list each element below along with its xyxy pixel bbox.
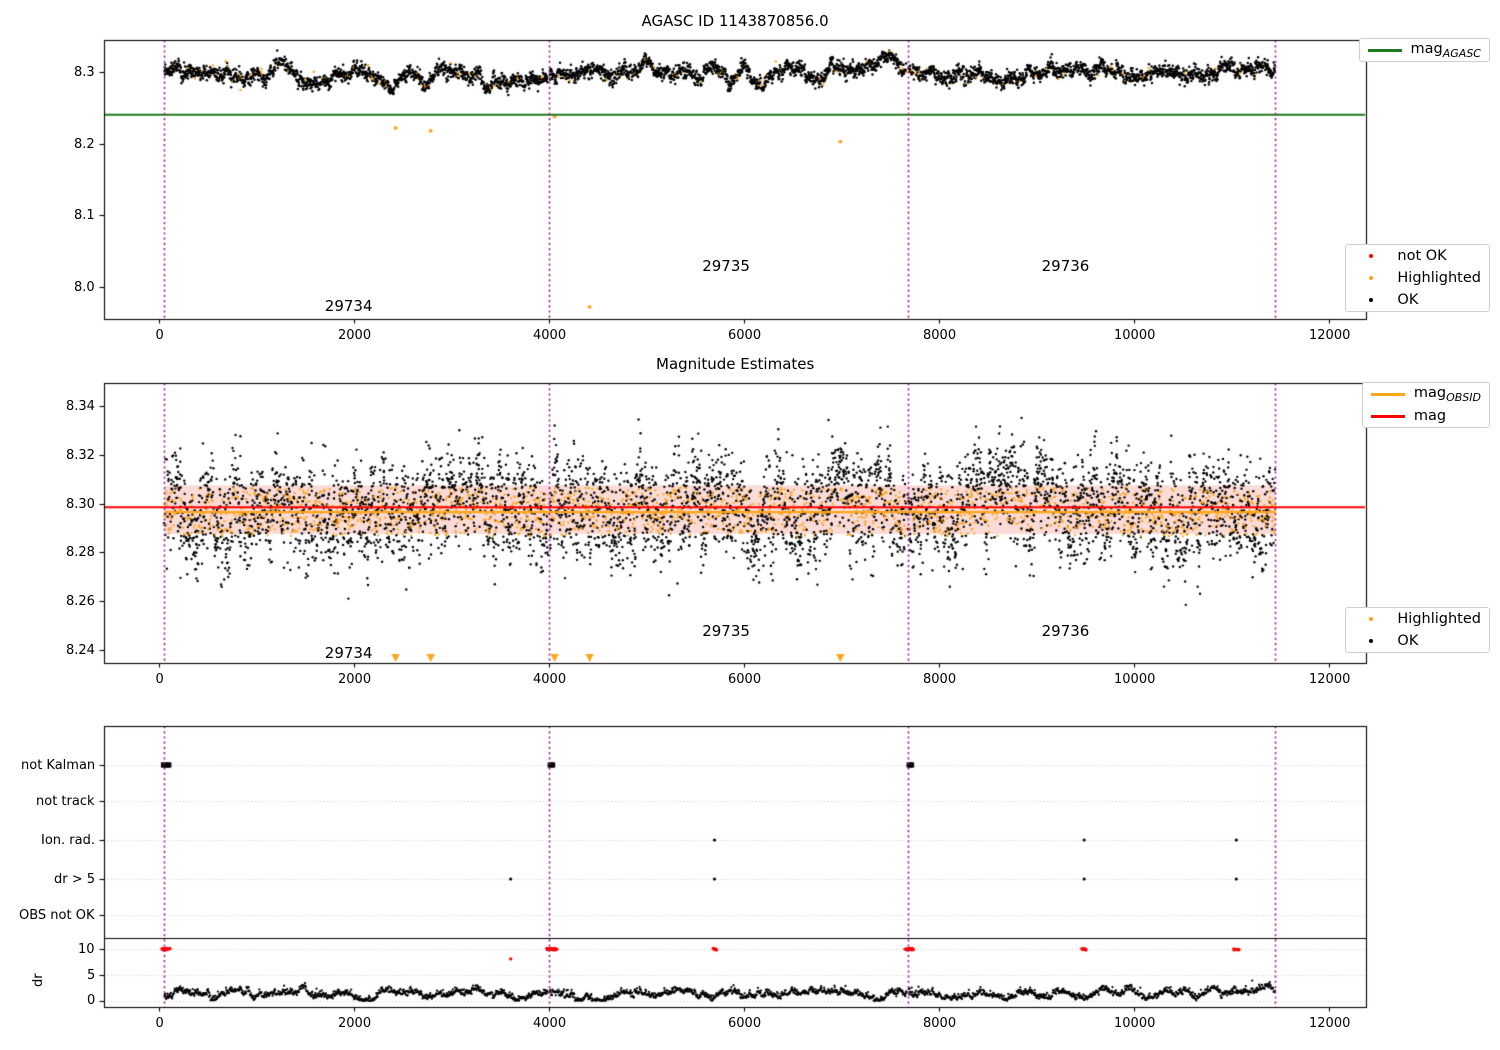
legend-label: Highlighted bbox=[1397, 270, 1481, 286]
legend-point-status-panel1[interactable]: not OK Highlighted OK bbox=[1345, 244, 1490, 312]
legend-line-icon bbox=[1370, 392, 1405, 396]
legend-dot-icon bbox=[1354, 298, 1388, 302]
legend-entry-mag-agasc: magAGASC bbox=[1360, 39, 1489, 61]
legend-label: magOBSID bbox=[1413, 384, 1481, 404]
legend-entry-highlighted: Highlighted bbox=[1346, 608, 1489, 630]
legend-entry-ok: OK bbox=[1346, 630, 1489, 652]
legend-label: magAGASC bbox=[1410, 40, 1481, 60]
legend-line-icon bbox=[1370, 414, 1405, 418]
legend-dot-icon bbox=[1354, 254, 1388, 258]
legend-label: OK bbox=[1397, 633, 1419, 649]
legend-label: mag bbox=[1413, 408, 1447, 424]
legend-dot-icon bbox=[1354, 639, 1388, 643]
legend-entry-mag: mag bbox=[1363, 405, 1489, 427]
legend-entry-not-ok: not OK bbox=[1346, 245, 1489, 267]
legend-entry-highlighted: Highlighted bbox=[1346, 267, 1489, 289]
legend-dot-icon bbox=[1354, 276, 1388, 280]
legend-entry-mag-obsid: magOBSID bbox=[1363, 383, 1489, 405]
legend-label: OK bbox=[1397, 292, 1419, 308]
legend-line-icon bbox=[1367, 48, 1402, 52]
legend-point-status-panel2[interactable]: Highlighted OK bbox=[1345, 607, 1490, 653]
legend-entry-ok: OK bbox=[1346, 289, 1489, 311]
legend-mag-agasc[interactable]: magAGASC bbox=[1358, 38, 1490, 62]
legend-dot-icon bbox=[1354, 617, 1388, 621]
legend-label: not OK bbox=[1397, 248, 1447, 264]
legend-label: Highlighted bbox=[1397, 611, 1481, 627]
legend-mag-lines[interactable]: magOBSID mag bbox=[1361, 382, 1490, 428]
